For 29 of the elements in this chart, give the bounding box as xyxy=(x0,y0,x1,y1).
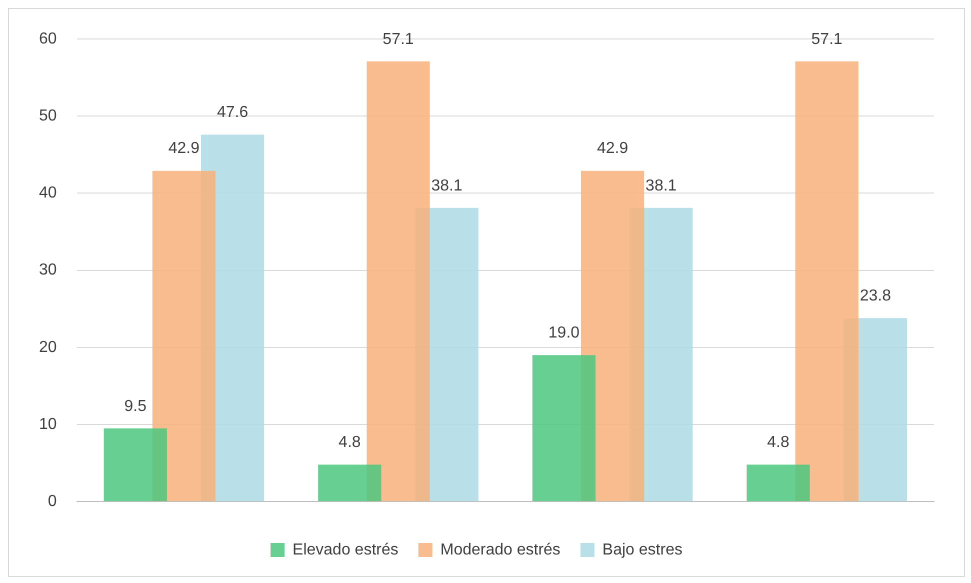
data-label: 4.8 xyxy=(338,434,361,451)
data-label: 38.1 xyxy=(431,177,462,194)
y-tick-label: 50 xyxy=(39,108,57,125)
data-label: 42.9 xyxy=(596,140,628,158)
data-label: 4.8 xyxy=(767,434,790,451)
bar xyxy=(104,428,167,502)
data-label: 19.0 xyxy=(548,324,580,342)
y-tick-label: 60 xyxy=(39,30,57,48)
data-label: 38.1 xyxy=(646,177,677,194)
bar xyxy=(532,355,596,502)
y-tick-label: 30 xyxy=(39,262,57,279)
data-label: 42.9 xyxy=(168,140,200,158)
legend-label: Elevado estrés xyxy=(292,541,398,558)
bar xyxy=(318,464,382,502)
y-tick-label: 0 xyxy=(48,493,57,510)
bar xyxy=(366,61,430,502)
y-tick-label: 20 xyxy=(39,338,57,356)
y-tick-label: 40 xyxy=(39,184,57,202)
data-label: 23.8 xyxy=(860,288,892,305)
data-label: 57.1 xyxy=(811,30,843,48)
data-label: 9.5 xyxy=(124,398,147,415)
bar xyxy=(746,464,810,502)
data-label: 57.1 xyxy=(382,30,414,48)
y-tick-label: 10 xyxy=(39,416,57,433)
data-label: 47.6 xyxy=(216,104,248,122)
legend-label: Moderado estrés xyxy=(440,541,560,558)
bar xyxy=(152,170,216,502)
legend-label: Bajo estres xyxy=(602,541,682,558)
bar xyxy=(795,61,858,502)
